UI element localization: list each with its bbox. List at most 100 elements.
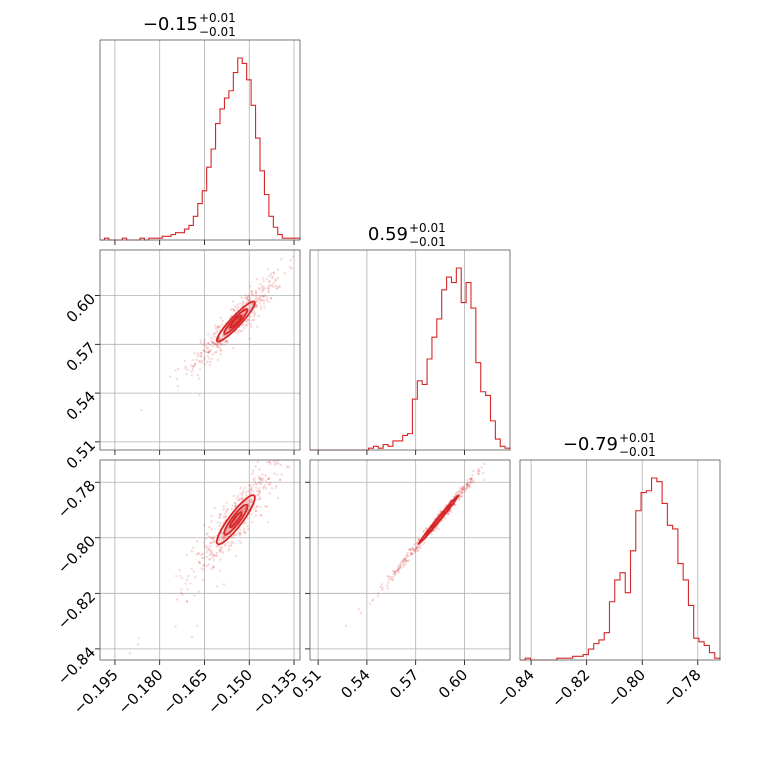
y-tick-label: −0.82 [54,588,99,633]
sample-point [244,507,247,510]
sample-point [211,537,214,540]
sample-point [200,354,204,358]
sample-point [271,275,274,278]
sample-point [257,498,260,501]
sample-point [249,492,252,496]
sample-point [185,578,189,581]
sample-point [203,363,207,366]
sample-point [287,465,290,469]
contour-level [215,494,256,546]
sample-point [285,434,287,436]
sample-point [214,343,217,346]
sample-point [180,588,183,591]
sample-point [289,258,293,262]
sample-point [280,457,282,459]
sample-point [386,575,390,578]
panel-frame [309,249,511,451]
sample-point [244,323,248,327]
sample-point [238,499,241,502]
sample-point [192,365,195,368]
sample-point [218,522,222,525]
sample-point [230,542,233,546]
sample-point [407,547,411,551]
sample-point [217,358,220,362]
sample-point [516,421,518,423]
sample-point [226,340,229,344]
sample-point [205,550,208,554]
sample-point [463,486,466,489]
sample-point [249,498,253,501]
sample-point [174,369,177,372]
sample-point [185,600,189,604]
sample-point [219,558,222,561]
sample-point [365,206,367,208]
sample-point [218,548,221,551]
sample-point [213,507,216,510]
sample-point [457,498,461,501]
sample-point [254,486,258,489]
sample-point [248,285,252,288]
sample-point [206,351,210,354]
sample-point [169,375,172,379]
sample-point [266,461,269,464]
sample-point [221,334,225,337]
sample-point [180,577,184,580]
sample-point [466,483,469,487]
sample-point [413,548,416,551]
sample-point [303,382,305,384]
sample-point [223,535,227,539]
sample-point [270,297,273,300]
sample-point [228,547,231,551]
sample-point [218,347,222,350]
sample-point [209,552,213,556]
sample-point [233,501,237,505]
sample-point [221,537,224,540]
sample-point [231,308,234,311]
sample-point [261,277,265,280]
sample-point [390,576,393,579]
sample-point [227,544,231,548]
sample-point [252,483,255,487]
sample-point [261,477,265,481]
sample-point [402,565,405,568]
sample-point [275,473,279,476]
sample-point [268,492,271,495]
sample-point [214,351,217,354]
sample-point [439,509,442,513]
sample-point [406,551,409,555]
sample-point [242,489,245,493]
sample-point [303,442,305,444]
pair-panel-0-1: 0.51 0.54 0.57 0.60 [63,206,367,473]
sample-point [215,585,219,588]
sample-point [464,490,467,493]
sample-point [433,529,437,532]
sample-point [253,477,256,480]
sample-point [461,488,465,492]
sample-point [210,357,214,361]
sample-point [207,351,211,354]
sample-point [223,512,226,515]
sample-point [200,351,203,355]
sample-point [405,556,408,559]
sample-point [216,545,220,548]
sample-point [404,559,407,563]
sample-point [248,298,252,302]
sample-point [417,549,420,552]
sample-point [257,286,261,290]
sample-point [202,578,205,582]
hist-panel-0: −0.15 +0.01−0.01 [99,11,301,245]
sample-point [262,280,265,283]
sample-point [260,477,263,480]
sample-point [222,516,226,519]
sample-point [422,530,425,533]
sample-point [211,341,214,344]
sample-point [210,550,214,554]
sample-point [242,510,245,513]
sample-point [204,345,208,348]
sample-point [258,468,261,471]
sample-point [447,512,450,516]
sample-point [257,493,260,496]
sample-point [208,363,211,367]
sample-point [297,232,299,234]
sample-point [268,274,271,278]
